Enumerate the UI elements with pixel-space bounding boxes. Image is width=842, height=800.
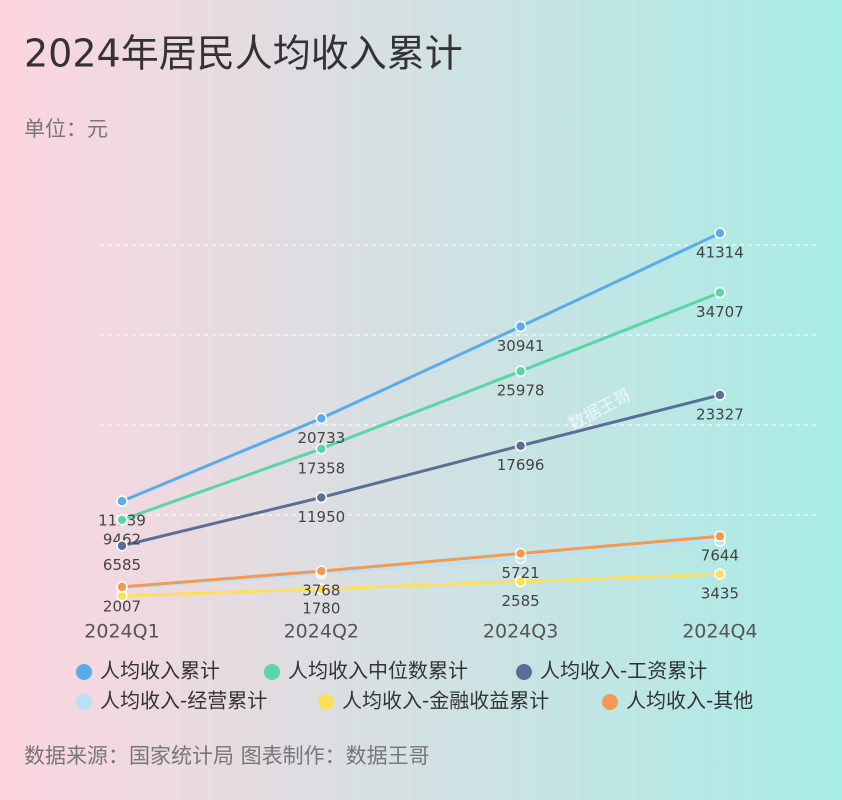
data-point <box>315 583 328 595</box>
legend-label: 人均收入-其他 <box>626 689 753 713</box>
x-tick-label: 2024Q4 <box>682 621 757 643</box>
data-point <box>116 539 128 552</box>
legend-marker <box>516 664 532 680</box>
data-label: 1780 <box>302 599 340 617</box>
data-label: 20733 <box>297 429 345 447</box>
data-label: 5721 <box>502 564 540 582</box>
legend-label: 人均收入中位数累计 <box>288 659 468 683</box>
series-line <box>121 534 721 589</box>
x-tick-label: 2024Q3 <box>483 621 558 643</box>
series-line <box>121 291 721 522</box>
data-label: 3768 <box>302 582 340 600</box>
legend-label: 人均收入-金融收益累计 <box>342 689 549 713</box>
legend-marker <box>264 664 280 680</box>
data-label: 30941 <box>497 337 545 355</box>
data-label: 11950 <box>297 508 345 526</box>
data-point <box>116 581 128 593</box>
data-point <box>514 439 527 452</box>
data-label: 34707 <box>696 303 744 321</box>
data-point <box>714 286 726 299</box>
data-label: 3435 <box>701 585 739 603</box>
data-label: 9462 <box>103 530 141 548</box>
data-point <box>116 514 128 526</box>
data-point <box>514 320 527 333</box>
legend-marker <box>76 694 92 710</box>
data-point <box>714 568 726 580</box>
data-point <box>714 227 726 239</box>
data-point <box>514 365 527 377</box>
data-label: 41314 <box>696 244 744 262</box>
series-line <box>121 539 721 590</box>
data-point <box>315 565 328 577</box>
data-point <box>714 530 726 542</box>
legend-marker <box>602 694 618 710</box>
data-label: 6585 <box>103 556 141 574</box>
legend-label: 人均收入-工资累计 <box>540 659 707 683</box>
legend-label: 人均收入累计 <box>100 659 220 683</box>
legend-marker <box>318 694 334 710</box>
legend-marker <box>76 664 92 680</box>
data-label: 7644 <box>701 547 739 565</box>
data-label: 2007 <box>103 597 141 615</box>
chart-subtitle: 单位：元 <box>24 117 108 141</box>
data-label: 2585 <box>502 592 540 610</box>
data-point <box>315 412 328 425</box>
data-point <box>315 443 328 455</box>
data-point <box>315 491 328 504</box>
data-label: 17358 <box>297 459 345 477</box>
series-line <box>121 572 720 598</box>
data-label: 17696 <box>497 456 545 474</box>
data-point <box>514 575 527 588</box>
data-point <box>714 389 726 401</box>
data-label: 23327 <box>696 406 744 424</box>
data-point <box>514 547 527 560</box>
data-label: 25978 <box>497 382 545 400</box>
x-tick-label: 2024Q1 <box>84 621 159 643</box>
source-note: 数据来源：国家统计局 图表制作：数据王哥 <box>24 744 430 768</box>
legend-label: 人均收入-经营累计 <box>100 689 267 713</box>
chart-title: 2024年居民人均收入累计 <box>24 32 463 76</box>
series-line <box>121 393 721 548</box>
series-line <box>121 231 721 503</box>
data-point <box>116 495 128 507</box>
x-tick-label: 2024Q2 <box>284 621 359 643</box>
